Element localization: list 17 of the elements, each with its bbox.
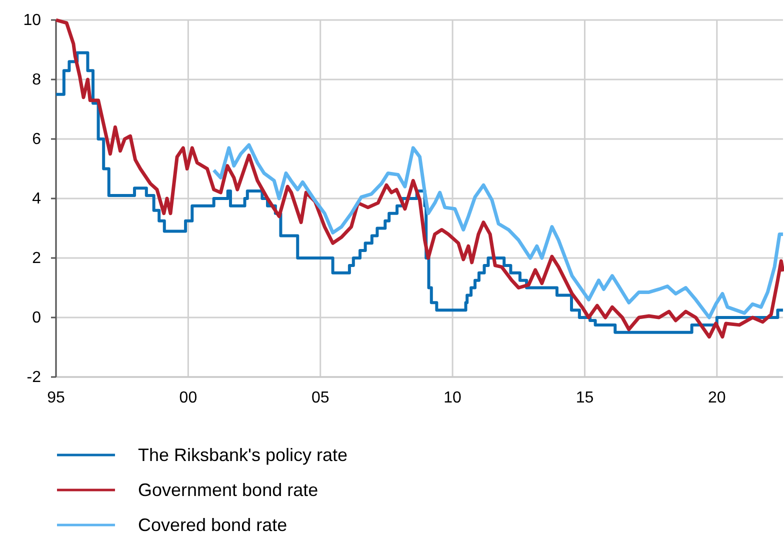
y-tick-label: 4 xyxy=(32,190,42,208)
y-tick-label: 0 xyxy=(32,310,42,327)
y-tick-label: 8 xyxy=(32,72,42,89)
x-tick-label: 05 xyxy=(311,389,330,406)
y-tick-label: 6 xyxy=(32,131,42,148)
x-tick-label: 00 xyxy=(179,389,198,406)
y-tick-label: 2 xyxy=(32,250,42,268)
y-tick-label: -2 xyxy=(26,369,42,386)
x-tick-label: 15 xyxy=(576,389,594,406)
line-series xyxy=(212,143,784,320)
legend-label: The Riksbank's policy rate xyxy=(138,445,348,465)
legend-label: Covered bond rate xyxy=(138,515,288,535)
legend-label: Government bond rate xyxy=(138,480,318,500)
x-tick-label: 10 xyxy=(444,389,462,406)
x-tick-label: 20 xyxy=(708,389,726,406)
x-tick-label: 95 xyxy=(47,389,65,406)
y-tick-label: 10 xyxy=(23,12,42,30)
